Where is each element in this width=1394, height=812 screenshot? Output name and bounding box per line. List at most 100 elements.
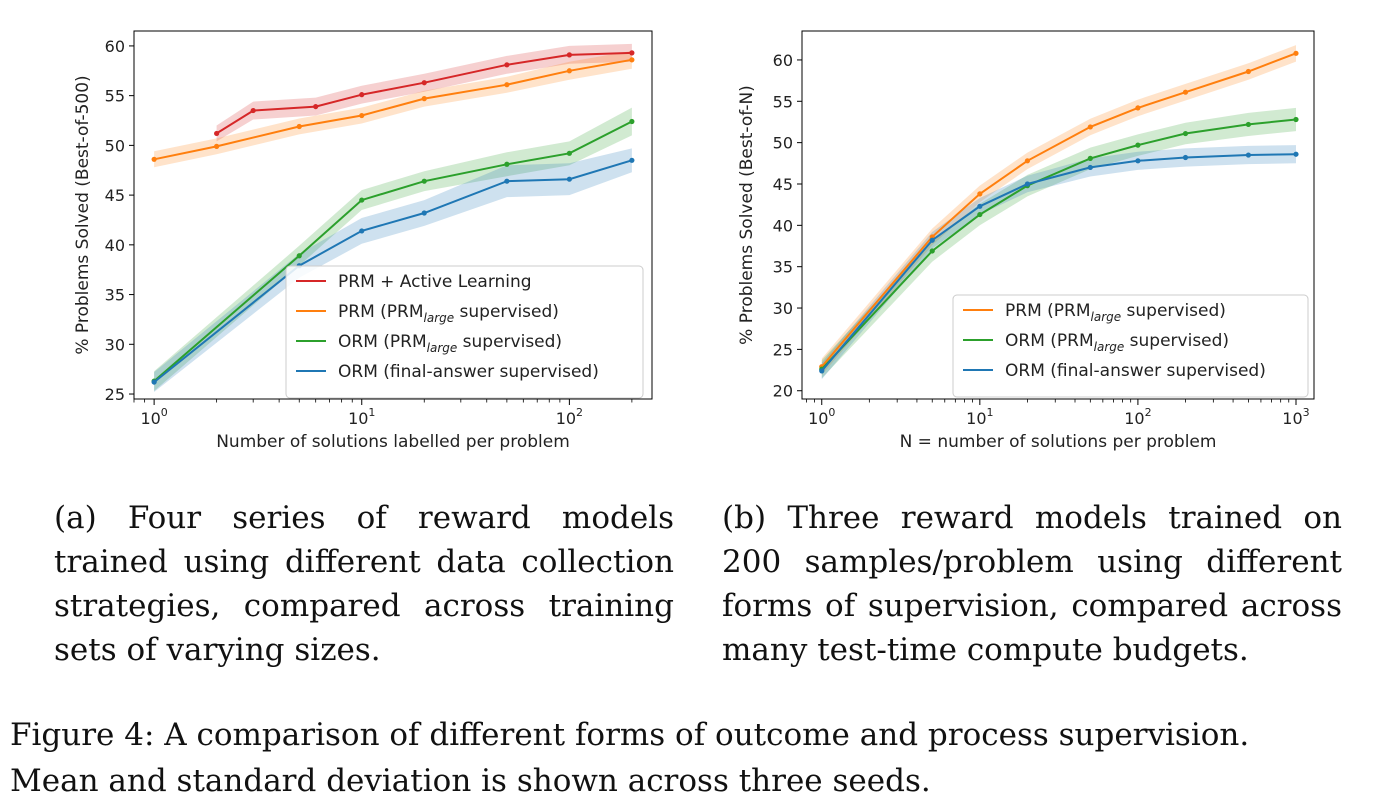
figure-caption: Figure 4: A comparison of different form… bbox=[10, 712, 1390, 804]
legend-label-1-pre: ORM (PRM bbox=[1005, 331, 1094, 351]
series-2-point-7 bbox=[1245, 152, 1252, 158]
series-1-point-0 bbox=[151, 156, 157, 162]
x-axis-label: Number of solutions labelled per problem bbox=[216, 432, 570, 452]
plot-frame bbox=[801, 30, 1315, 400]
x-tick-label-1-base: 10 bbox=[348, 409, 368, 428]
chart-panel-b: 20 25 30 35 40 45 50 55 60 100 101 102 103 N = number… bbox=[700, 0, 1394, 470]
y-tick-label-0: 20 bbox=[773, 382, 793, 401]
series-0-point-5 bbox=[1135, 105, 1141, 111]
series-0-point-4 bbox=[421, 80, 427, 86]
plot-frame bbox=[133, 30, 653, 400]
subcaption-b: (b) Three reward models trained on 200 s… bbox=[722, 500, 1342, 668]
series-0-point-3 bbox=[1024, 158, 1031, 164]
x-tick-label-0-exp: 0 bbox=[161, 406, 168, 419]
series-1-point-3 bbox=[359, 112, 365, 119]
legend-label-2-pre: ORM (PRM bbox=[338, 332, 427, 352]
legend-label-3: ORM (final-answer supervised) bbox=[338, 362, 599, 382]
y-tick-label-1: 30 bbox=[105, 335, 125, 354]
y-tick-label-6: 55 bbox=[105, 87, 125, 106]
x-tick-label-3: 103 bbox=[1282, 406, 1309, 428]
figure-caption-line-1: Figure 4: A comparison of different form… bbox=[10, 717, 1250, 753]
series-0-point-2 bbox=[977, 191, 983, 197]
y-axis-label: % Problems Solved (Best-of-500) bbox=[73, 75, 93, 354]
y-tick-label-6: 50 bbox=[773, 134, 793, 153]
x-tick-label-1-base: 10 bbox=[966, 409, 986, 428]
series-1-band bbox=[821, 107, 1296, 379]
y-axis-label: % Problems Solved (Best-of-N) bbox=[737, 85, 757, 345]
series-0-point-6 bbox=[1182, 89, 1189, 95]
series-0-point-8 bbox=[1293, 50, 1299, 56]
series-3-point-4 bbox=[504, 178, 510, 184]
series-3-point-0 bbox=[151, 379, 157, 385]
x-tick-label-1-exp: 1 bbox=[368, 406, 375, 419]
legend-label-2-sub: large bbox=[427, 341, 458, 355]
series-1-point-6 bbox=[1182, 130, 1189, 137]
series-0-point-7 bbox=[1245, 68, 1252, 75]
series-1-point-4 bbox=[1087, 155, 1093, 161]
legend-label-0-sub: large bbox=[1091, 310, 1122, 324]
legend-label-1-pre: PRM (PRM bbox=[338, 302, 424, 322]
series-0-band bbox=[821, 45, 1296, 375]
series-1-point-7 bbox=[1245, 121, 1252, 128]
legend-label-2: ORM (PRMlarge supervised) bbox=[338, 332, 562, 355]
x-tick-label-2-exp: 2 bbox=[1145, 406, 1152, 419]
series-1-band bbox=[154, 50, 632, 168]
figure-caption-line-2: Mean and standard deviation is shown acr… bbox=[10, 763, 931, 799]
legend-label-0-pre: PRM (PRM bbox=[1005, 301, 1091, 321]
y-tick-label-2: 30 bbox=[773, 299, 793, 318]
series-0-point-2 bbox=[313, 103, 319, 110]
x-tick-label-1: 101 bbox=[966, 406, 993, 428]
series-3-point-5 bbox=[566, 176, 572, 182]
series-0-point-6 bbox=[566, 52, 572, 58]
series-1-line bbox=[153, 58, 633, 161]
series-0-point-1 bbox=[250, 107, 256, 114]
legend-label-0-post: supervised) bbox=[1121, 301, 1226, 321]
x-tick-label-0: 100 bbox=[808, 406, 835, 428]
x-tick-label-0-base: 10 bbox=[140, 409, 160, 428]
x-tick-label-2-base: 10 bbox=[1124, 409, 1144, 428]
series-0-point-7 bbox=[629, 50, 635, 56]
legend-label-1-post: supervised) bbox=[454, 302, 559, 322]
series-3-point-6 bbox=[629, 157, 635, 163]
series-0-point-0 bbox=[214, 130, 220, 137]
y-tick-label-5: 45 bbox=[773, 175, 793, 194]
chart-panel-a: 25 30 35 40 45 50 55 60 100 101 102 Number of solut… bbox=[0, 0, 700, 470]
x-tick-label-2: 102 bbox=[1124, 406, 1151, 428]
y-tick-label-4: 40 bbox=[773, 216, 793, 235]
x-tick-label-2-base: 10 bbox=[556, 409, 576, 428]
legend-box bbox=[952, 294, 1309, 398]
x-tick-label-1-exp: 1 bbox=[987, 406, 994, 419]
x-tick-label-3-exp: 3 bbox=[1303, 406, 1310, 419]
y-tick-label-2: 35 bbox=[105, 286, 125, 305]
y-tick-label-8: 60 bbox=[773, 51, 793, 70]
series-1-point-1 bbox=[929, 248, 935, 254]
series-1-point-8 bbox=[1293, 116, 1299, 123]
series-0-band bbox=[216, 43, 632, 142]
series-0-point-3 bbox=[359, 92, 365, 98]
series-2-point-3 bbox=[421, 178, 427, 184]
y-tick-label-3: 40 bbox=[105, 236, 125, 255]
x-tick-label-3-base: 10 bbox=[1282, 409, 1302, 428]
series-0-point-5 bbox=[504, 62, 510, 68]
series-2-point-3 bbox=[1024, 181, 1031, 187]
series-2-point-6 bbox=[1182, 154, 1189, 161]
subcaption-a: (a) Four series of reward models trained… bbox=[54, 500, 674, 668]
series-3-point-3 bbox=[421, 210, 427, 216]
x-tick-label-2: 102 bbox=[556, 406, 583, 428]
series-1-point-1 bbox=[214, 143, 220, 149]
series-2-point-5 bbox=[1135, 158, 1141, 164]
series-2-point-2 bbox=[977, 203, 983, 209]
series-2-point-0 bbox=[819, 368, 825, 374]
y-tick-label-5: 50 bbox=[105, 136, 125, 155]
legend-label-1-post: supervised) bbox=[1124, 331, 1229, 351]
legend-label-1-sub: large bbox=[424, 311, 455, 325]
series-2-point-1 bbox=[296, 253, 302, 259]
series-1-point-7 bbox=[629, 57, 635, 63]
series-2-point-6 bbox=[629, 118, 635, 125]
legend-box bbox=[285, 265, 644, 399]
x-tick-label-0-base: 10 bbox=[808, 409, 828, 428]
legend-label-0: PRM (PRMlarge supervised) bbox=[1005, 301, 1226, 324]
